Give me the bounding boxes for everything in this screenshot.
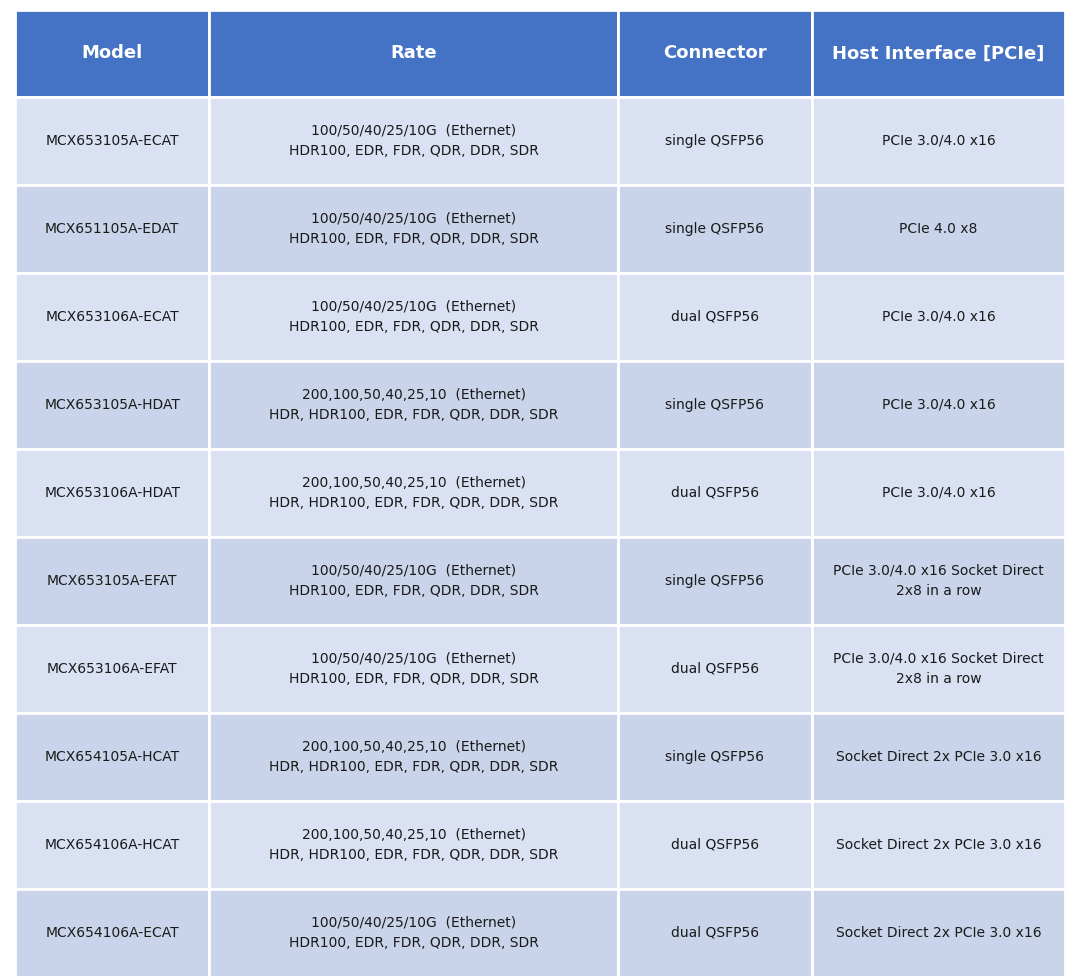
Text: single QSFP56: single QSFP56 [665,750,765,764]
Text: MCX654106A-ECAT: MCX654106A-ECAT [45,926,179,940]
Bar [15,185,210,273]
Bar [210,801,618,889]
Text: PCIe 3.0/4.0 x16: PCIe 3.0/4.0 x16 [881,486,996,500]
Bar [210,185,618,273]
Text: 100/50/40/25/10G  (Ethernet)
HDR100, EDR, FDR, QDR, DDR, SDR: 100/50/40/25/10G (Ethernet) HDR100, EDR,… [288,212,539,246]
Text: single QSFP56: single QSFP56 [665,222,765,236]
Text: 200,100,50,40,25,10  (Ethernet)
HDR, HDR100, EDR, FDR, QDR, DDR, SDR: 200,100,50,40,25,10 (Ethernet) HDR, HDR1… [269,740,558,774]
Bar [618,713,812,801]
Text: PCIe 3.0/4.0 x16 Socket Direct
2x8 in a row: PCIe 3.0/4.0 x16 Socket Direct 2x8 in a … [834,564,1044,598]
Bar [812,273,1065,361]
Bar [618,97,812,185]
Bar [15,97,210,185]
Text: dual QSFP56: dual QSFP56 [671,662,759,676]
Text: Socket Direct 2x PCIe 3.0 x16: Socket Direct 2x PCIe 3.0 x16 [836,838,1041,852]
Text: PCIe 3.0/4.0 x16: PCIe 3.0/4.0 x16 [881,134,996,148]
Bar [812,97,1065,185]
Bar [15,801,210,889]
Bar [618,625,812,713]
Text: 100/50/40/25/10G  (Ethernet)
HDR100, EDR, FDR, QDR, DDR, SDR: 100/50/40/25/10G (Ethernet) HDR100, EDR,… [288,300,539,335]
Bar [210,889,618,976]
Text: PCIe 3.0/4.0 x16: PCIe 3.0/4.0 x16 [881,310,996,324]
Bar [15,713,210,801]
Text: PCIe 3.0/4.0 x16: PCIe 3.0/4.0 x16 [881,398,996,412]
Bar [15,625,210,713]
Bar [15,889,210,976]
Bar [210,273,618,361]
Text: 200,100,50,40,25,10  (Ethernet)
HDR, HDR100, EDR, FDR, QDR, DDR, SDR: 200,100,50,40,25,10 (Ethernet) HDR, HDR1… [269,475,558,510]
Text: dual QSFP56: dual QSFP56 [671,310,759,324]
Text: MCX653105A-EFAT: MCX653105A-EFAT [46,574,177,588]
Text: 200,100,50,40,25,10  (Ethernet)
HDR, HDR100, EDR, FDR, QDR, DDR, SDR: 200,100,50,40,25,10 (Ethernet) HDR, HDR1… [269,828,558,863]
Bar [15,361,210,449]
Text: 100/50/40/25/10G  (Ethernet)
HDR100, EDR, FDR, QDR, DDR, SDR: 100/50/40/25/10G (Ethernet) HDR100, EDR,… [288,124,539,158]
Text: MCX651105A-EDAT: MCX651105A-EDAT [45,222,179,236]
Text: Rate: Rate [390,45,437,62]
Bar [812,449,1065,537]
Bar [812,889,1065,976]
Text: single QSFP56: single QSFP56 [665,398,765,412]
Bar [812,537,1065,625]
Text: MCX653106A-ECAT: MCX653106A-ECAT [45,310,179,324]
Bar [812,713,1065,801]
Bar [210,537,618,625]
Bar [812,10,1065,97]
Text: MCX653105A-HDAT: MCX653105A-HDAT [44,398,180,412]
Text: MCX653106A-EFAT: MCX653106A-EFAT [46,662,177,676]
Text: MCX654106A-HCAT: MCX654106A-HCAT [44,838,180,852]
Text: Connector: Connector [663,45,767,62]
Bar [15,449,210,537]
Bar [210,449,618,537]
Text: PCIe 4.0 x8: PCIe 4.0 x8 [900,222,977,236]
Text: Model: Model [82,45,143,62]
Text: 100/50/40/25/10G  (Ethernet)
HDR100, EDR, FDR, QDR, DDR, SDR: 100/50/40/25/10G (Ethernet) HDR100, EDR,… [288,652,539,686]
Text: dual QSFP56: dual QSFP56 [671,486,759,500]
Bar [618,537,812,625]
Bar [812,185,1065,273]
Bar [210,97,618,185]
Bar [812,801,1065,889]
Text: 100/50/40/25/10G  (Ethernet)
HDR100, EDR, FDR, QDR, DDR, SDR: 100/50/40/25/10G (Ethernet) HDR100, EDR,… [288,564,539,598]
Bar [210,10,618,97]
Bar [15,537,210,625]
Text: 200,100,50,40,25,10  (Ethernet)
HDR, HDR100, EDR, FDR, QDR, DDR, SDR: 200,100,50,40,25,10 (Ethernet) HDR, HDR1… [269,387,558,423]
Bar [812,361,1065,449]
Bar [618,801,812,889]
Text: MCX654105A-HCAT: MCX654105A-HCAT [44,750,179,764]
Text: dual QSFP56: dual QSFP56 [671,838,759,852]
Bar [812,625,1065,713]
Bar [618,361,812,449]
Bar [210,713,618,801]
Bar [210,361,618,449]
Text: 100/50/40/25/10G  (Ethernet)
HDR100, EDR, FDR, QDR, DDR, SDR: 100/50/40/25/10G (Ethernet) HDR100, EDR,… [288,915,539,951]
Text: Socket Direct 2x PCIe 3.0 x16: Socket Direct 2x PCIe 3.0 x16 [836,926,1041,940]
Bar [15,10,210,97]
Text: MCX653106A-HDAT: MCX653106A-HDAT [44,486,180,500]
Bar [618,273,812,361]
Bar [618,449,812,537]
Text: single QSFP56: single QSFP56 [665,134,765,148]
Bar [618,185,812,273]
Text: Host Interface [PCIe]: Host Interface [PCIe] [833,45,1044,62]
Bar [618,10,812,97]
Text: Socket Direct 2x PCIe 3.0 x16: Socket Direct 2x PCIe 3.0 x16 [836,750,1041,764]
Bar [618,889,812,976]
Text: MCX653105A-ECAT: MCX653105A-ECAT [45,134,179,148]
Text: PCIe 3.0/4.0 x16 Socket Direct
2x8 in a row: PCIe 3.0/4.0 x16 Socket Direct 2x8 in a … [834,652,1044,686]
Text: dual QSFP56: dual QSFP56 [671,926,759,940]
Text: single QSFP56: single QSFP56 [665,574,765,588]
Bar [15,273,210,361]
Bar [210,625,618,713]
